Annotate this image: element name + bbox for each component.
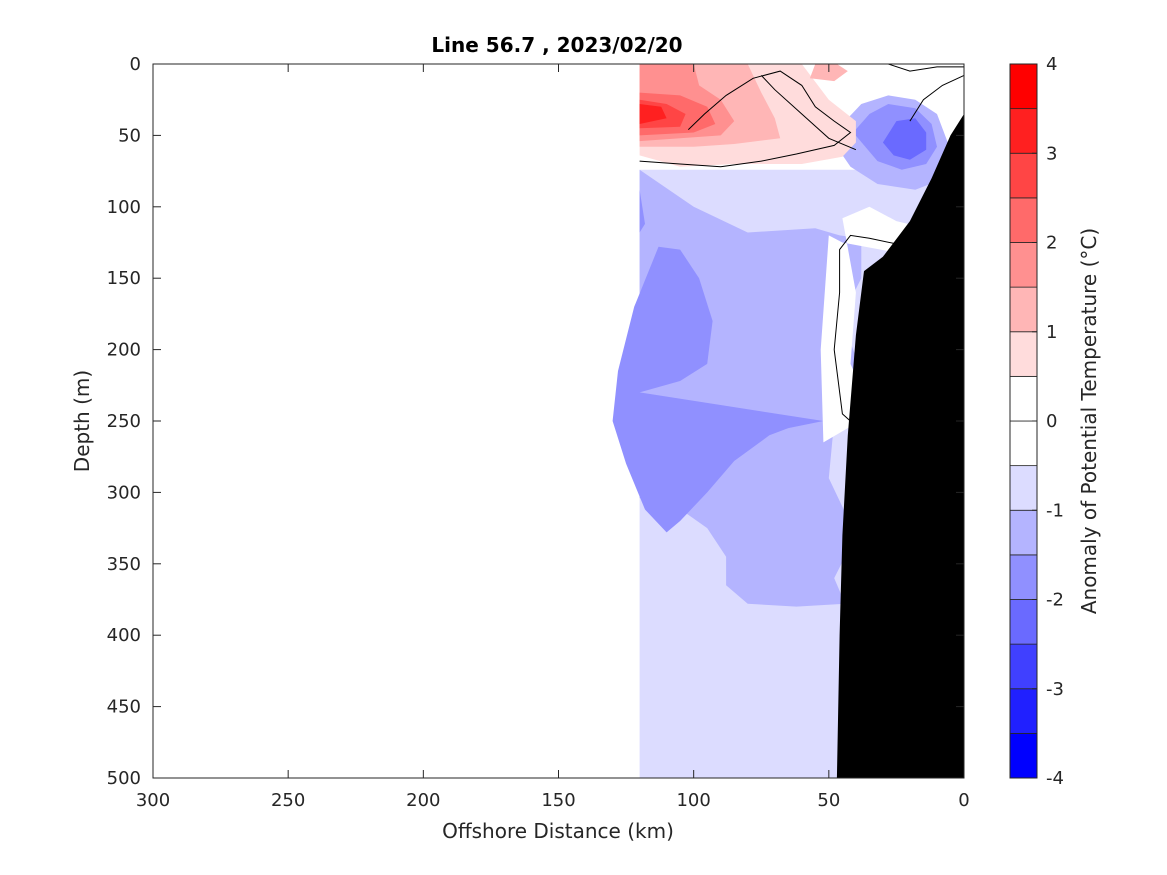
colorbar-swatch [1009, 554, 1038, 600]
y-tick-label: 500 [107, 768, 141, 789]
y-tick-label: 300 [107, 482, 141, 503]
x-tick-label: 300 [136, 790, 170, 811]
contour-region-7 [820, 206, 943, 443]
contour-line-0 [639, 70, 852, 168]
colorbar-swatch [1009, 108, 1038, 154]
x-tick-label: 100 [676, 790, 710, 811]
contour-line-2 [888, 63, 964, 72]
x-tick-label: 250 [271, 790, 305, 811]
x-tick-label: 0 [958, 790, 969, 811]
y-tick-label: 150 [107, 268, 141, 289]
contour-region-3 [612, 246, 824, 533]
contour-region-13 [639, 104, 667, 124]
x-tick-label: 200 [406, 790, 440, 811]
colorbar-swatch [1009, 732, 1038, 779]
colorbar-swatches [1009, 63, 1038, 779]
x-axis-label: Offshore Distance (km) [442, 819, 674, 843]
colorbar-label: Anomaly of Potential Temperature (°C) [1077, 228, 1101, 614]
colorbar-swatch [1009, 331, 1038, 377]
y-tick-label: 350 [107, 554, 141, 575]
colorbar-swatch [1009, 420, 1038, 467]
colorbar-swatch [1009, 286, 1038, 333]
colorbar-tick-label: -4 [1046, 768, 1064, 789]
contour-line-1 [760, 75, 857, 151]
colorbar-swatch [1009, 152, 1038, 199]
colorbar-swatch [1009, 197, 1038, 243]
colorbar-tick-label: -2 [1046, 590, 1064, 611]
colorbar: 4 3 2 1 0 -1 -2 -3 -4 [1009, 54, 1064, 789]
y-tick-label: 450 [107, 697, 141, 718]
contour-region-2 [639, 189, 645, 233]
colorbar-tick-label: 0 [1046, 411, 1057, 432]
plot-area: 300 250 200 150 100 50 0 050100150200250300350… [107, 54, 970, 811]
x-tick-label: 150 [541, 790, 575, 811]
bathymetry-shape [836, 114, 964, 778]
colorbar-tick-label: 4 [1046, 54, 1057, 75]
contour-line-3 [909, 74, 965, 122]
y-tick-label: 400 [107, 625, 141, 646]
colorbar-tick-label: -3 [1046, 679, 1064, 700]
y-tick-label: 100 [107, 197, 141, 218]
x-axis-ticks: 300 250 200 150 100 50 0 [136, 64, 970, 811]
y-tick-label: 50 [118, 125, 141, 146]
colorbar-swatch [1009, 643, 1038, 690]
contour-region-14 [809, 64, 848, 82]
y-axis-ticks: 0 50 100 150 200 250 300 350 400 450 500 [107, 54, 964, 789]
colorbar-swatch [1009, 599, 1038, 645]
y-tick-label: 0 [130, 54, 141, 75]
colorbar-swatch [1009, 242, 1038, 288]
bathymetry-layer [836, 114, 964, 778]
x-tick-label: 50 [817, 790, 840, 811]
colorbar-tick-label: 1 [1046, 322, 1057, 343]
colorbar-swatch [1009, 465, 1038, 511]
y-axis-label: Depth (m) [70, 370, 94, 472]
colorbar-tick-label: 2 [1046, 233, 1057, 254]
colorbar-swatch [1009, 688, 1038, 734]
colorbar-swatch [1009, 63, 1038, 110]
y-tick-label: 250 [107, 411, 141, 432]
contour-region-6 [882, 118, 927, 160]
colorbar-swatch [1009, 375, 1038, 422]
colorbar-tick-label: 3 [1046, 143, 1057, 164]
colorbar-tick-label: -1 [1046, 500, 1064, 521]
y-tick-label: 200 [107, 340, 141, 361]
chart-title: Line 56.7 , 2023/02/20 [431, 33, 682, 57]
colorbar-swatch [1009, 509, 1038, 556]
colorbar-ticks: 4 3 2 1 0 -1 -2 -3 -4 [1032, 54, 1064, 789]
